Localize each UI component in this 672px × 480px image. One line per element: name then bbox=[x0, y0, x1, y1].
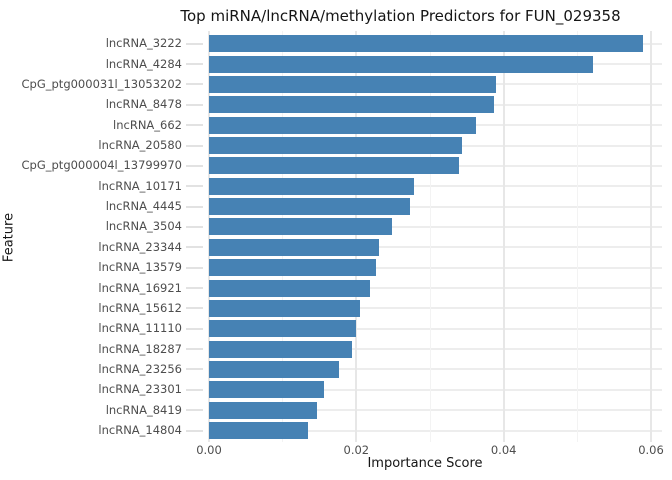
bar-lncRNA_8478 bbox=[209, 96, 495, 114]
y-tick-label: lncRNA_11110 bbox=[98, 321, 182, 336]
y-tick-label: lncRNA_8478 bbox=[105, 97, 182, 112]
gridline-y-major bbox=[209, 266, 662, 269]
y-tick-label: lncRNA_13579 bbox=[98, 260, 182, 275]
plot-panel bbox=[208, 31, 662, 442]
bar-lncRNA_3504 bbox=[209, 218, 392, 236]
bar-lncRNA_8419 bbox=[209, 401, 318, 419]
gridline-y-major bbox=[209, 205, 662, 208]
y-tick-label: lncRNA_23256 bbox=[98, 361, 182, 376]
gridline-x-minor bbox=[576, 31, 578, 442]
y-tick-label: lncRNA_4445 bbox=[105, 199, 182, 214]
y-tick-mark bbox=[186, 388, 203, 391]
bar-lncRNA_4445 bbox=[209, 198, 411, 216]
x-tick-label: 0.00 bbox=[196, 443, 222, 457]
y-tick-label: lncRNA_20580 bbox=[98, 138, 182, 152]
bar-CpG_ptg000004l_13799970 bbox=[209, 157, 459, 175]
bar-CpG_ptg000031l_13053202 bbox=[209, 75, 497, 93]
y-tick-mark bbox=[186, 103, 203, 106]
bar-lncRNA_13579 bbox=[209, 259, 377, 277]
gridline-x-major bbox=[650, 31, 652, 442]
bar-lncRNA_3222 bbox=[209, 35, 643, 53]
y-tick-label: lncRNA_3222 bbox=[105, 36, 182, 51]
y-tick-mark bbox=[186, 368, 203, 371]
bar-lncRNA_10171 bbox=[209, 177, 414, 195]
bar-lncRNA_23301 bbox=[209, 381, 324, 399]
y-tick-label: lncRNA_4284 bbox=[105, 56, 182, 71]
x-axis-title: Importance Score bbox=[367, 456, 483, 471]
y-tick-mark bbox=[186, 348, 203, 351]
y-tick-mark bbox=[186, 185, 203, 188]
gridline-y-major bbox=[209, 246, 662, 249]
y-tick-mark bbox=[186, 287, 203, 290]
y-tick-mark bbox=[186, 246, 203, 249]
y-tick-label: lncRNA_3504 bbox=[105, 219, 182, 234]
y-tick-mark bbox=[186, 266, 203, 269]
y-tick-mark bbox=[186, 307, 203, 310]
gridline-y-major bbox=[209, 348, 662, 351]
gridline-y-major bbox=[209, 429, 662, 432]
y-tick-mark bbox=[186, 83, 203, 86]
y-tick-mark bbox=[186, 327, 203, 330]
gridline-y-major bbox=[209, 388, 662, 391]
y-tick-mark bbox=[186, 42, 203, 45]
y-tick-mark bbox=[186, 205, 203, 208]
x-tick-label: 0.02 bbox=[343, 443, 370, 457]
y-tick-mark bbox=[186, 429, 203, 432]
x-tick-label: 0.04 bbox=[490, 443, 517, 457]
y-tick-label: lncRNA_14804 bbox=[98, 423, 182, 438]
gridline-y-major bbox=[209, 368, 662, 371]
gridline-x-major bbox=[355, 31, 358, 442]
x-tick-label: 0.06 bbox=[638, 443, 664, 457]
bar-lncRNA_662 bbox=[209, 116, 476, 134]
bar-lncRNA_23256 bbox=[209, 360, 339, 378]
y-tick-mark bbox=[186, 63, 203, 66]
bar-lncRNA_15612 bbox=[209, 299, 361, 317]
bar-lncRNA_14804 bbox=[209, 422, 308, 440]
y-tick-mark bbox=[186, 225, 203, 228]
bar-lncRNA_18287 bbox=[209, 340, 352, 358]
gridline-y-major bbox=[209, 327, 662, 330]
gridline-x-major bbox=[502, 31, 505, 442]
gridline-y-major bbox=[209, 225, 662, 228]
y-tick-mark bbox=[186, 409, 203, 412]
bar-lncRNA_11110 bbox=[209, 320, 357, 338]
gridline-y-major bbox=[209, 409, 662, 412]
gridline-y-major bbox=[209, 185, 662, 188]
y-tick-label: CpG_ptg000004l_13799970 bbox=[21, 158, 182, 173]
y-tick-label: lncRNA_10171 bbox=[98, 178, 182, 193]
y-tick-label: lncRNA_16921 bbox=[98, 280, 182, 295]
gridline-x-major bbox=[208, 31, 210, 442]
y-tick-label: CpG_ptg000031l_13053202 bbox=[21, 76, 182, 91]
gridline-y-major bbox=[209, 287, 662, 290]
y-axis-title: Feature bbox=[1, 212, 17, 263]
y-tick-label: lncRNA_18287 bbox=[98, 341, 182, 356]
y-tick-label: lncRNA_15612 bbox=[98, 300, 182, 315]
bar-lncRNA_20580 bbox=[209, 137, 462, 154]
y-tick-label: lncRNA_23301 bbox=[98, 382, 182, 397]
y-tick-mark bbox=[186, 124, 203, 127]
y-tick-label: lncRNA_662 bbox=[113, 117, 182, 132]
bar-lncRNA_4284 bbox=[209, 55, 593, 73]
y-tick-label: lncRNA_23344 bbox=[98, 239, 182, 254]
gridline-x-minor bbox=[429, 31, 431, 442]
y-tick-label: lncRNA_8419 bbox=[105, 402, 182, 417]
bar-lncRNA_16921 bbox=[209, 279, 371, 297]
bar-lncRNA_23344 bbox=[209, 238, 380, 256]
y-tick-mark bbox=[186, 144, 203, 147]
gridline-y-major bbox=[209, 307, 662, 310]
gridline-x-minor bbox=[282, 31, 284, 442]
chart-title: Top miRNA/lncRNA/methylation Predictors … bbox=[180, 7, 621, 25]
y-tick-mark bbox=[186, 164, 203, 167]
